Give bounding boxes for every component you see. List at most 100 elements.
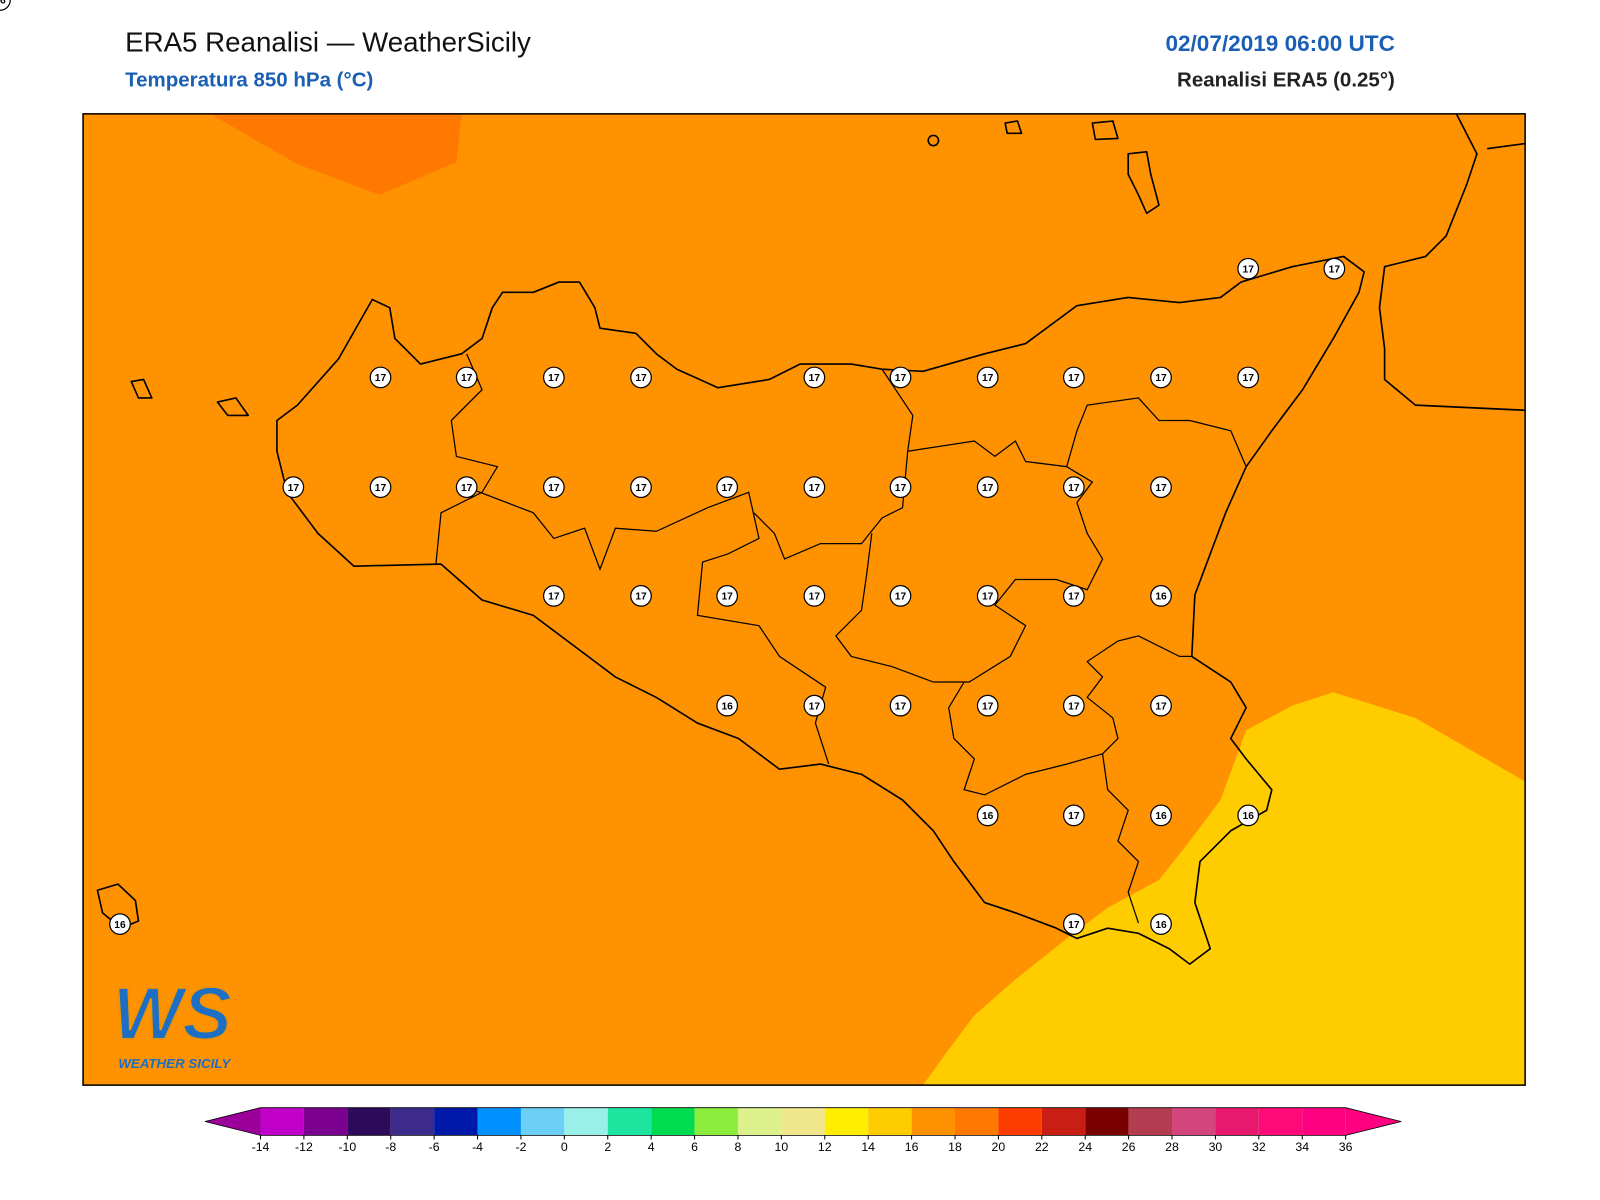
colorbar-tick-label: 14 [861, 1140, 875, 1154]
province-borders [435, 353, 1247, 924]
colorbar-tick-label: 18 [948, 1140, 962, 1154]
station-marker [716, 585, 739, 607]
station-value: 17 [375, 483, 387, 494]
station-marker [1150, 366, 1172, 389]
colorbar-cell [1215, 1107, 1259, 1136]
colorbar-tick-label: 0 [561, 1140, 568, 1154]
station-marker [976, 804, 999, 827]
station-marker [1062, 366, 1085, 389]
station-marker [976, 694, 999, 717]
station-value: 17 [1068, 373, 1080, 384]
colorbar-cell [1172, 1107, 1216, 1136]
station-value: 17 [1155, 701, 1167, 712]
station-value: 17 [895, 701, 907, 712]
colorbar-cell [911, 1107, 955, 1136]
station-marker [0, 0, 11, 11]
colorbar-cell [954, 1107, 999, 1136]
station-value: 16 [721, 701, 733, 712]
station-marker [976, 366, 999, 389]
subtitle: Temperatura 850 hPa (°C) [125, 68, 373, 91]
station-value: 17 [1155, 483, 1167, 494]
station-value: 16 [114, 920, 126, 931]
field-warm [210, 113, 462, 195]
colorbar-tick-label: 34 [1295, 1140, 1309, 1154]
station-marker [455, 366, 478, 389]
station-value: 17 [1068, 483, 1080, 494]
station-value: 17 [1243, 373, 1255, 384]
colorbar-cell [694, 1107, 738, 1136]
colorbar-cell [434, 1107, 478, 1136]
station-value: 17 [895, 373, 907, 384]
station-value: 17 [548, 373, 560, 384]
colorbar-tick-label: -6 [429, 1140, 440, 1154]
colorbar-tick-label: -2 [515, 1140, 526, 1154]
colorbar-cell [868, 1107, 912, 1136]
station-value: 17 [982, 373, 994, 384]
station-marker [369, 366, 392, 389]
colorbar-cell [564, 1107, 608, 1136]
station-marker [1062, 476, 1085, 499]
colorbar-tick-label: 8 [735, 1140, 742, 1154]
station-marker [976, 476, 999, 499]
station-value: 17 [375, 373, 387, 384]
station-marker [716, 476, 739, 499]
colorbar-cell [1302, 1107, 1346, 1136]
colorbar-tick-label: -12 [295, 1140, 313, 1154]
coastline-calabria [1378, 113, 1526, 412]
map-frame [82, 113, 1526, 1086]
colorbar-cell [520, 1107, 565, 1136]
station-value: 17 [721, 483, 733, 494]
station-marker [630, 366, 652, 389]
station-value: 17 [635, 373, 647, 384]
station-marker [542, 585, 565, 607]
colorbar-cell [998, 1107, 1042, 1136]
station-value: 17 [809, 592, 821, 603]
station-marker [1062, 804, 1085, 827]
station-value: 17 [809, 483, 821, 494]
station-marker [1062, 694, 1085, 717]
station-marker [282, 476, 305, 499]
logo-name: WEATHER SICILY [118, 1056, 231, 1071]
station-marker [889, 585, 912, 607]
station-marker [889, 476, 912, 499]
station-value: 17 [548, 592, 560, 603]
station-marker [630, 476, 652, 499]
colorbar-tick-label: 6 [691, 1140, 698, 1154]
station-value: 17 [895, 592, 907, 603]
station-marker [803, 366, 826, 389]
colorbar-tick-label: 4 [648, 1140, 655, 1154]
station-value: 17 [1243, 264, 1255, 275]
station-marker [630, 585, 652, 607]
colorbar-tick-label: 2 [604, 1140, 611, 1154]
station-value: 17 [288, 483, 300, 494]
colorbar-cell [1128, 1107, 1173, 1136]
station-value: 17 [809, 373, 821, 384]
station-marker [803, 694, 826, 717]
station-marker [1323, 257, 1346, 280]
colorbar-cell [651, 1107, 695, 1136]
station-value: 16 [1155, 920, 1167, 931]
colorbar-tick-label: 24 [1078, 1140, 1092, 1154]
station-value: 17 [982, 483, 994, 494]
station-marker [1062, 913, 1085, 935]
colorbar-tick-label: 16 [905, 1140, 919, 1154]
station-marker [889, 694, 912, 717]
colorbar-cell [1258, 1107, 1303, 1136]
station-value: 17 [721, 592, 733, 603]
colorbar-extend-high [1345, 1107, 1402, 1136]
colorbar-tick-label: 28 [1165, 1140, 1179, 1154]
station-value: 17 [635, 483, 647, 494]
source: Reanalisi ERA5 (0.25°) [1177, 68, 1395, 91]
station-marker [889, 366, 912, 389]
colorbar-tick-label: 36 [1339, 1140, 1353, 1154]
map-area [83, 113, 1526, 1086]
station-value: 16 [982, 811, 994, 822]
logo-mark: WS [113, 972, 232, 1055]
station-value: 16 [1155, 592, 1167, 603]
station-marker [1237, 366, 1260, 389]
colorbar-tick-label: 10 [775, 1140, 789, 1154]
station-value: 17 [982, 701, 994, 712]
title: ERA5 Reanalisi — WeatherSicily [125, 26, 531, 57]
